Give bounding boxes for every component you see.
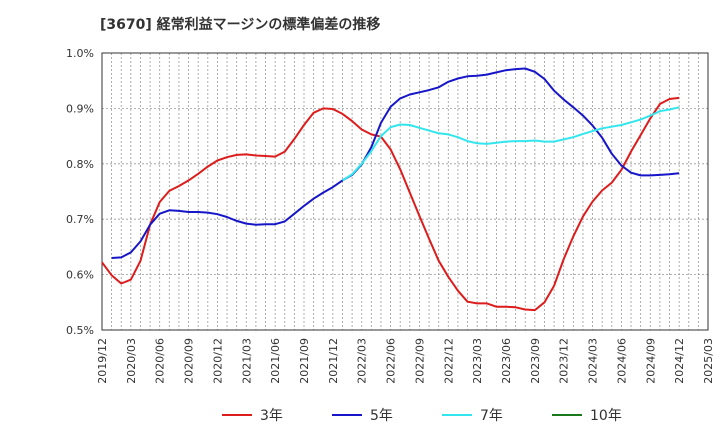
x-tick-label: 2022/03 <box>356 338 369 384</box>
x-tick-label: 2021/06 <box>269 338 282 384</box>
y-tick-label: 0.9% <box>66 102 94 115</box>
x-tick-label: 2023/03 <box>471 338 484 384</box>
plot-area <box>102 53 708 330</box>
legend-label: 7年 <box>480 408 503 424</box>
x-tick-label: 2022/12 <box>442 338 455 384</box>
legend-label: 5年 <box>370 408 393 424</box>
x-tick-label: 2024/06 <box>615 338 628 384</box>
y-axis: 0.5% 0.6% 0.7% 0.8% 0.9% 1.0% <box>66 47 94 337</box>
x-tick-label: 2023/06 <box>500 338 513 384</box>
x-tick-label: 2022/06 <box>385 338 398 384</box>
chart-title: [3670] 経常利益マージンの標準偏差の推移 <box>100 17 381 33</box>
x-tick-label: 2020/03 <box>125 338 138 384</box>
plot-frame <box>101 52 709 331</box>
y-tick-label: 0.7% <box>66 213 94 226</box>
y-tick-label: 0.8% <box>66 158 94 171</box>
grid <box>102 53 708 330</box>
x-tick-label: 2022/09 <box>413 338 426 384</box>
x-tick-label: 2020/12 <box>211 338 224 384</box>
legend-label: 3年 <box>260 408 283 424</box>
x-tick-label: 2023/12 <box>558 338 571 384</box>
x-tick-label: 2021/03 <box>240 338 253 384</box>
x-tick-label: 2020/09 <box>183 338 196 384</box>
x-tick-label: 2023/09 <box>529 338 542 384</box>
series-line-7年 <box>341 106 680 182</box>
x-tick-label: 2024/09 <box>644 338 657 384</box>
y-tick-label: 0.5% <box>66 324 94 337</box>
y-tick-label: 1.0% <box>66 47 94 60</box>
series-lines <box>101 67 680 312</box>
y-tick-label: 0.6% <box>66 269 94 282</box>
series-line-3年 <box>101 96 680 312</box>
x-tick-label: 2020/06 <box>154 338 167 384</box>
x-tick-label: 2021/09 <box>298 338 311 384</box>
series-line-5年 <box>111 67 680 259</box>
legend: 3年 5年 7年 10年 <box>222 408 622 424</box>
x-axis: 2019/12 2020/03 2020/06 2020/09 2020/12 2021/… <box>96 338 715 384</box>
legend-label: 10年 <box>590 408 622 424</box>
x-tick-label: 2024/03 <box>587 338 600 384</box>
x-tick-label: 2025/03 <box>702 338 715 384</box>
x-tick-label: 2019/12 <box>96 338 109 384</box>
x-tick-label: 2021/12 <box>327 338 340 384</box>
x-tick-label: 2024/12 <box>673 338 686 384</box>
